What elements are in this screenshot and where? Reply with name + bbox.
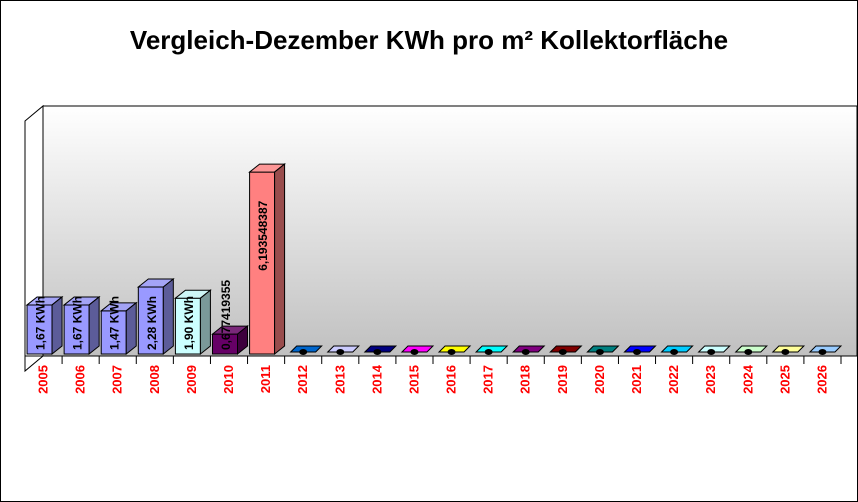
bar-flat bbox=[326, 345, 360, 353]
x-tick-label: 2005 bbox=[36, 365, 51, 394]
bar-side bbox=[199, 289, 211, 356]
data-label: 1,67 KWh bbox=[34, 296, 48, 350]
bar-2011 bbox=[248, 163, 287, 356]
bar-2005 bbox=[25, 295, 64, 356]
x-tick-label: 2009 bbox=[184, 365, 199, 394]
bar-marker bbox=[595, 349, 604, 355]
bar-2016 bbox=[437, 345, 472, 355]
bar-marker bbox=[336, 349, 345, 355]
bar-side bbox=[237, 325, 248, 356]
bar-2006 bbox=[62, 295, 101, 356]
x-tick-label: 2006 bbox=[73, 365, 88, 394]
data-label: 6,193548387 bbox=[256, 200, 270, 270]
bar-flat bbox=[512, 345, 546, 353]
x-tick-label: 2016 bbox=[444, 365, 459, 394]
data-label: 0,677419355 bbox=[219, 280, 233, 350]
bar-marker bbox=[558, 349, 567, 355]
bar-2026 bbox=[808, 345, 843, 355]
bar-flat bbox=[437, 345, 472, 353]
bar-marker bbox=[818, 349, 827, 355]
bar-side bbox=[162, 277, 174, 356]
bar-marker bbox=[633, 349, 641, 355]
bar-side bbox=[125, 301, 137, 356]
bar-side bbox=[88, 295, 100, 356]
bar-2022 bbox=[660, 345, 694, 355]
bar-marker bbox=[521, 349, 530, 355]
bar-front bbox=[249, 171, 276, 355]
x-tick-label: 2015 bbox=[406, 365, 421, 394]
x-tick-label: 2021 bbox=[629, 365, 644, 394]
x-tick-label: 2026 bbox=[814, 365, 829, 394]
x-tick-label: 2023 bbox=[703, 365, 718, 394]
bar-2023 bbox=[697, 345, 731, 355]
bar-2025 bbox=[771, 345, 806, 355]
x-tick-label: 2014 bbox=[369, 364, 384, 394]
bar-marker bbox=[707, 349, 716, 355]
bar-marker bbox=[410, 349, 419, 355]
data-label: 1,90 KWh bbox=[182, 296, 196, 350]
data-label: 1,47 KWh bbox=[108, 296, 122, 350]
x-tick-label: 2013 bbox=[332, 365, 347, 394]
x-tick-label: 2007 bbox=[110, 365, 125, 394]
bar-marker bbox=[484, 349, 493, 355]
x-tick-label: 2008 bbox=[147, 365, 162, 394]
bar-front bbox=[137, 286, 164, 355]
bar-marker bbox=[744, 349, 753, 355]
x-tick-label: 2022 bbox=[666, 365, 681, 394]
x-tick-label: 2017 bbox=[481, 365, 496, 394]
bar-2014 bbox=[363, 345, 398, 355]
x-tick-label: 2012 bbox=[295, 365, 310, 394]
bar-flat bbox=[400, 345, 435, 353]
bar-2008 bbox=[136, 277, 175, 356]
bar-marker bbox=[447, 349, 456, 355]
bar-flat bbox=[808, 345, 843, 353]
bar-side bbox=[51, 295, 63, 356]
bar-2010 bbox=[211, 325, 249, 356]
bar-2017 bbox=[474, 345, 509, 355]
bar-flat bbox=[289, 345, 323, 353]
data-label: 2,28 KWh bbox=[145, 296, 159, 350]
bar-marker bbox=[373, 349, 382, 355]
x-tick-label: 2020 bbox=[592, 365, 607, 394]
bar-2007 bbox=[99, 301, 138, 356]
bar-side bbox=[274, 163, 286, 356]
x-tick-label: 2018 bbox=[518, 365, 533, 394]
bar-flat bbox=[474, 345, 509, 353]
bar-2024 bbox=[734, 345, 768, 355]
bar-2012 bbox=[289, 345, 323, 355]
x-tick-label: 2025 bbox=[777, 365, 792, 394]
bar-flat bbox=[660, 345, 694, 353]
data-label: 1,67 KWh bbox=[71, 296, 85, 350]
bar-flat bbox=[363, 345, 398, 353]
bar-front bbox=[100, 310, 127, 355]
bar-2020 bbox=[586, 345, 620, 355]
bar-2019 bbox=[549, 345, 583, 355]
bar-2009 bbox=[173, 289, 212, 356]
bar-marker bbox=[670, 349, 679, 355]
bar-flat bbox=[586, 345, 620, 353]
bar-front bbox=[174, 297, 201, 355]
bar-marker bbox=[781, 349, 790, 355]
x-tick-label: 2011 bbox=[258, 365, 273, 393]
bar-flat bbox=[734, 345, 768, 353]
x-tick-label: 2019 bbox=[555, 365, 570, 394]
bar-2021 bbox=[623, 345, 657, 355]
bar-2018 bbox=[512, 345, 546, 355]
bar-marker bbox=[299, 349, 308, 355]
chart-title: Vergleich-Dezember KWh pro m² Kollektorf… bbox=[129, 25, 729, 55]
x-tick-label: 2024 bbox=[740, 364, 755, 394]
bar-flat bbox=[697, 345, 731, 353]
bar-flat bbox=[771, 345, 806, 353]
bar-2013 bbox=[326, 345, 360, 355]
x-tick-label: 2010 bbox=[221, 365, 236, 394]
bar-flat bbox=[549, 345, 583, 353]
bar-2015 bbox=[400, 345, 435, 355]
bar-flat bbox=[623, 345, 657, 353]
